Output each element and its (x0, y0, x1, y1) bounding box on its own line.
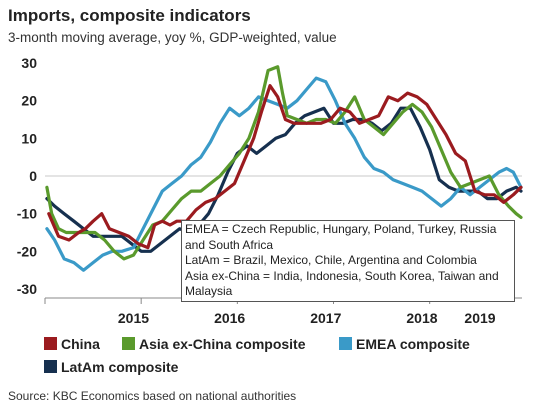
x-tick-label: 2019 (464, 310, 495, 326)
series-line-china (47, 83, 523, 250)
legend-swatch-china (44, 337, 57, 350)
y-tick-label: -30 (17, 281, 37, 297)
annotation-line-emea: EMEA = Czech Republic, Hungary, Poland, … (185, 222, 497, 252)
annotation-box: EMEA = Czech Republic, Hungary, Poland, … (181, 220, 515, 302)
legend-swatch-latam-composite (44, 360, 57, 373)
legend-label-asia-ex-china-composite: Asia ex-China composite (139, 336, 306, 352)
chart-axes: -30 -20 -10 0 10 20 30 2015 2016 2017 2018 2019 (17, 55, 522, 326)
y-tick-label: 20 (21, 93, 37, 109)
legend-label-emea-composite: EMEA composite (356, 336, 470, 352)
y-tick-label: 10 (21, 130, 37, 146)
chart-legend: China Asia ex-China composite EMEA composi… (44, 336, 470, 375)
chart-series (45, 65, 523, 272)
x-tick-label: 2015 (118, 310, 149, 326)
legend-swatch-emea-composite (339, 337, 352, 350)
x-tick-label: 2018 (406, 310, 437, 326)
series-line-latam-composite (45, 106, 523, 253)
y-tick-label: 30 (21, 55, 37, 71)
annotation-line-asia: Asia ex-China = India, Indonesia, South … (185, 268, 499, 299)
series-line-asia-ex-china-composite (45, 65, 523, 261)
chart-subtitle: 3-month moving average, yoy %, GDP-weigh… (8, 30, 337, 45)
legend-label-latam-composite: LatAm composite (61, 359, 179, 375)
y-tick-label: -20 (17, 243, 37, 259)
source-note: Source: KBC Economics based on national … (8, 389, 297, 403)
x-tick-label: 2016 (214, 310, 245, 326)
y-tick-label: 0 (29, 168, 37, 184)
y-tick-label: -10 (17, 206, 37, 222)
legend-label-china: China (61, 336, 100, 352)
legend-swatch-asia-ex-china-composite (122, 337, 135, 350)
x-tick-label: 2017 (310, 310, 341, 326)
chart-title: Imports, composite indicators (8, 6, 251, 25)
annotation-line-latam: LatAm = Brazil, Mexico, Chile, Argentina… (185, 253, 477, 267)
